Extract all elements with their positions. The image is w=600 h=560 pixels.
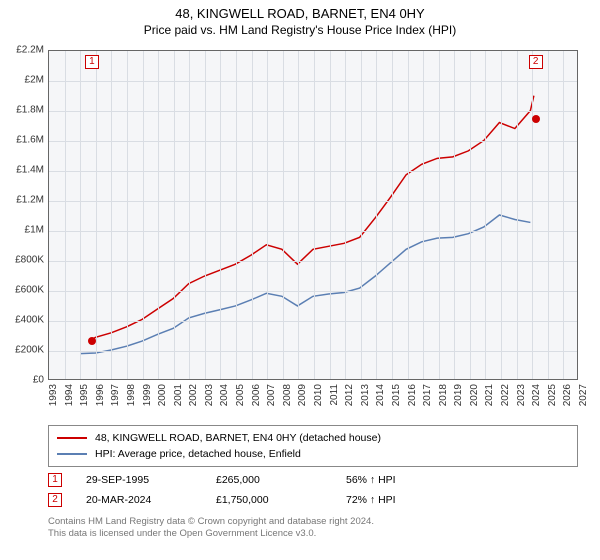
x-tick-label: 2006 bbox=[251, 384, 262, 424]
y-tick-label: £400K bbox=[0, 315, 44, 326]
x-tick-label: 1993 bbox=[48, 384, 59, 424]
y-tick-label: £1M bbox=[0, 225, 44, 236]
legend-box: 48, KINGWELL ROAD, BARNET, EN4 0HY (deta… bbox=[48, 425, 578, 467]
x-tick-label: 2004 bbox=[219, 384, 230, 424]
sale-row-2: 2 20-MAR-2024 £1,750,000 72% ↑ HPI bbox=[48, 490, 578, 510]
x-tick-label: 2016 bbox=[407, 384, 418, 424]
x-tick-label: 2000 bbox=[157, 384, 168, 424]
footer-line2: This data is licensed under the Open Gov… bbox=[48, 528, 578, 540]
sale-marker-dot bbox=[532, 115, 540, 123]
legend-row-price: 48, KINGWELL ROAD, BARNET, EN4 0HY (deta… bbox=[57, 430, 569, 446]
x-tick-label: 1997 bbox=[110, 384, 121, 424]
x-tick-label: 2013 bbox=[360, 384, 371, 424]
sale-marker-dot bbox=[88, 337, 96, 345]
x-tick-label: 2024 bbox=[531, 384, 542, 424]
x-tick-label: 2007 bbox=[266, 384, 277, 424]
x-tick-label: 2022 bbox=[500, 384, 511, 424]
x-tick-label: 2009 bbox=[297, 384, 308, 424]
sale-row-1: 1 29-SEP-1995 £265,000 56% ↑ HPI bbox=[48, 470, 578, 490]
y-tick-label: £800K bbox=[0, 255, 44, 266]
x-tick-label: 2023 bbox=[516, 384, 527, 424]
sale-hpi-1: 56% ↑ HPI bbox=[346, 474, 476, 486]
legend-label-price: 48, KINGWELL ROAD, BARNET, EN4 0HY (deta… bbox=[95, 432, 381, 444]
legend-swatch-price bbox=[57, 437, 87, 439]
sale-marker-box: 1 bbox=[85, 55, 99, 69]
sales-block: 1 29-SEP-1995 £265,000 56% ↑ HPI 2 20-MA… bbox=[48, 470, 578, 510]
chart-container: 48, KINGWELL ROAD, BARNET, EN4 0HY Price… bbox=[0, 0, 600, 560]
title-subtitle: Price paid vs. HM Land Registry's House … bbox=[0, 23, 600, 37]
sale-price-2: £1,750,000 bbox=[216, 494, 346, 506]
legend-row-hpi: HPI: Average price, detached house, Enfi… bbox=[57, 446, 569, 462]
sale-marker-box: 2 bbox=[529, 55, 543, 69]
y-tick-label: £1.2M bbox=[0, 195, 44, 206]
x-tick-label: 2002 bbox=[188, 384, 199, 424]
x-tick-label: 1996 bbox=[95, 384, 106, 424]
y-tick-label: £1.6M bbox=[0, 135, 44, 146]
sale-price-1: £265,000 bbox=[216, 474, 346, 486]
sale-marker-1: 1 bbox=[48, 473, 62, 487]
sale-date-1: 29-SEP-1995 bbox=[86, 474, 216, 486]
chart-lines-svg bbox=[49, 51, 577, 379]
y-tick-label: £600K bbox=[0, 285, 44, 296]
x-tick-label: 2014 bbox=[375, 384, 386, 424]
x-tick-label: 1998 bbox=[126, 384, 137, 424]
x-tick-label: 2003 bbox=[204, 384, 215, 424]
x-tick-label: 2018 bbox=[438, 384, 449, 424]
x-tick-label: 2025 bbox=[547, 384, 558, 424]
chart-plot-area: 12 bbox=[48, 50, 578, 380]
legend-swatch-hpi bbox=[57, 453, 87, 455]
legend-label-hpi: HPI: Average price, detached house, Enfi… bbox=[95, 448, 301, 460]
x-tick-label: 1995 bbox=[79, 384, 90, 424]
sale-marker-2: 2 bbox=[48, 493, 62, 507]
x-tick-label: 2026 bbox=[562, 384, 573, 424]
y-tick-label: £2M bbox=[0, 75, 44, 86]
y-tick-label: £0 bbox=[0, 375, 44, 386]
x-tick-label: 2017 bbox=[422, 384, 433, 424]
x-tick-label: 2021 bbox=[484, 384, 495, 424]
x-tick-label: 1994 bbox=[64, 384, 75, 424]
x-tick-label: 2020 bbox=[469, 384, 480, 424]
x-tick-label: 2011 bbox=[329, 384, 340, 424]
title-address: 48, KINGWELL ROAD, BARNET, EN4 0HY bbox=[0, 6, 600, 21]
x-tick-label: 2001 bbox=[173, 384, 184, 424]
y-tick-label: £1.8M bbox=[0, 105, 44, 116]
sale-date-2: 20-MAR-2024 bbox=[86, 494, 216, 506]
series-hpi bbox=[80, 215, 530, 354]
footer-line1: Contains HM Land Registry data © Crown c… bbox=[48, 516, 578, 528]
x-tick-label: 2027 bbox=[578, 384, 589, 424]
y-tick-label: £1.4M bbox=[0, 165, 44, 176]
sale-hpi-2: 72% ↑ HPI bbox=[346, 494, 476, 506]
title-block: 48, KINGWELL ROAD, BARNET, EN4 0HY Price… bbox=[0, 0, 600, 37]
y-tick-label: £200K bbox=[0, 345, 44, 356]
x-tick-label: 2005 bbox=[235, 384, 246, 424]
x-tick-label: 2008 bbox=[282, 384, 293, 424]
x-tick-label: 2015 bbox=[391, 384, 402, 424]
x-tick-label: 2012 bbox=[344, 384, 355, 424]
footer: Contains HM Land Registry data © Crown c… bbox=[48, 516, 578, 541]
x-tick-label: 2019 bbox=[453, 384, 464, 424]
y-tick-label: £2.2M bbox=[0, 45, 44, 56]
x-tick-label: 1999 bbox=[142, 384, 153, 424]
x-tick-label: 2010 bbox=[313, 384, 324, 424]
